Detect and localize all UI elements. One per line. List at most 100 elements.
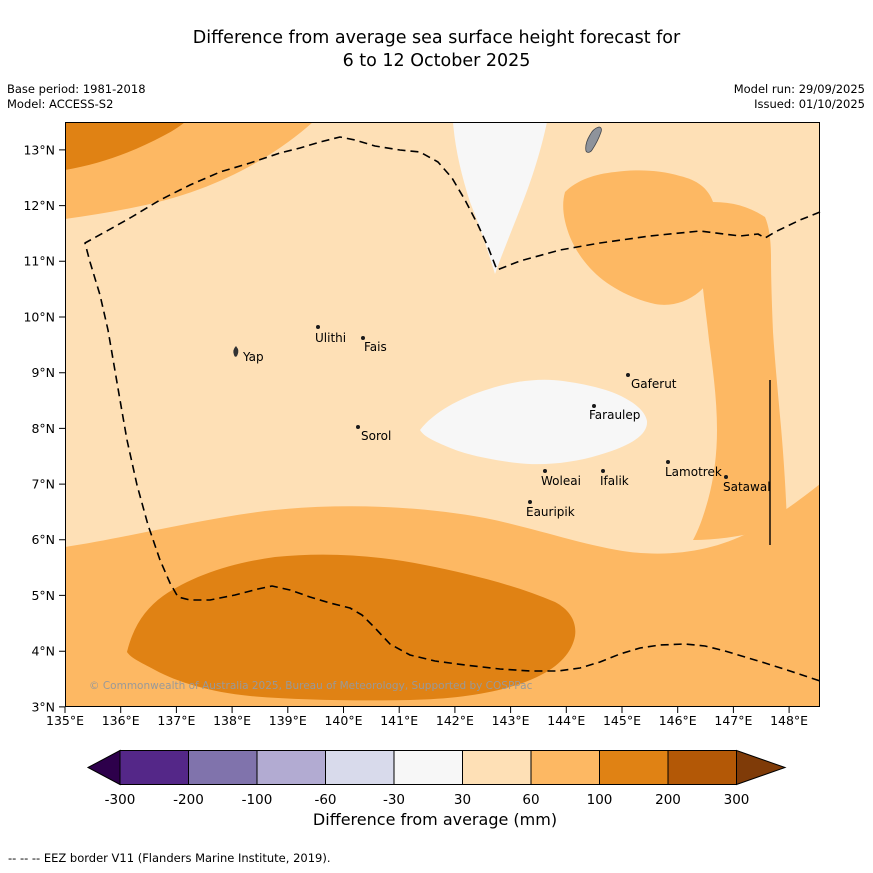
colorbar-segment <box>256 750 326 785</box>
guam-island <box>585 126 602 153</box>
colorbar-tick-label: -30 <box>383 792 405 808</box>
colorbar-segment <box>599 750 669 785</box>
y-tick-label: 11°N <box>23 254 55 269</box>
island-yap: Yap <box>233 346 264 364</box>
island-label: Ifalik <box>600 474 629 488</box>
colorbar-segment <box>119 750 189 785</box>
island-label: Fais <box>364 340 387 354</box>
model-label: Model: ACCESS-S2 <box>7 97 114 111</box>
y-tick-label: 13°N <box>23 142 55 157</box>
x-tick-label: 136°E <box>102 713 140 728</box>
colorbar-tick-label: -300 <box>105 792 136 808</box>
island-eauripik: Eauripik <box>526 500 575 519</box>
issued-label: Issued: 01/10/2025 <box>754 97 865 111</box>
base-period-label: Base period: 1981-2018 <box>7 82 146 96</box>
island-label: Yap <box>242 350 264 364</box>
colorbar-caption: Difference from average (mm) <box>312 810 558 829</box>
island-label: Woleai <box>541 474 581 488</box>
island-label: Satawal <box>723 480 771 494</box>
island-woleai: Woleai <box>541 469 581 488</box>
colorbar-tick-label: -60 <box>314 792 336 808</box>
y-tick-label: 10°N <box>23 309 55 324</box>
axes-frame <box>65 122 820 707</box>
colorbar-segment <box>530 750 600 785</box>
x-tick-label: 138°E <box>213 713 251 728</box>
island-marker <box>601 469 605 473</box>
island-label: Lamotrek <box>665 465 722 479</box>
island-label: Gaferut <box>631 377 677 391</box>
island-marker <box>356 425 360 429</box>
y-tick-label: 5°N <box>31 588 55 603</box>
island-marker <box>666 460 670 464</box>
colorbar-segment <box>188 750 258 785</box>
x-tick-label: 148°E <box>770 713 808 728</box>
y-tick-label: 6°N <box>31 532 55 547</box>
ssh-region-east-band-60-100 <box>693 202 787 540</box>
island-marker <box>543 469 547 473</box>
colorbar-tick-label: 100 <box>587 792 613 808</box>
island-marker <box>592 404 596 408</box>
island-marker <box>316 325 320 329</box>
colorbar-tick-label: -100 <box>242 792 273 808</box>
colorbar: -300 -200 -100 -60 -30 30 60 100 200 300 <box>86 749 787 808</box>
x-tick-label: 146°E <box>659 713 697 728</box>
x-tick-label: 141°E <box>380 713 418 728</box>
x-tick-label: 144°E <box>547 713 585 728</box>
y-tick-label: 8°N <box>31 421 55 436</box>
colorbar-segment <box>393 750 463 785</box>
ssh-region-south-core-100-200 <box>127 554 576 701</box>
x-tick-label: 142°E <box>436 713 474 728</box>
island-label: Ulithi <box>315 331 346 345</box>
copyright-note: © Commonwealth of Australia 2025, Bureau… <box>89 680 533 692</box>
island-marker <box>724 475 728 479</box>
island-fais: Fais <box>361 336 387 354</box>
ssh-region-north-white <box>453 122 547 274</box>
colorbar-tick-label: 200 <box>655 792 681 808</box>
title-line-1: Difference from average sea surface heig… <box>192 28 681 48</box>
x-tick-label: 139°E <box>269 713 307 728</box>
figure-title: Difference from average sea surface heig… <box>0 27 873 73</box>
colorbar-tick-label: 60 <box>522 792 539 808</box>
island-sorol: Sorol <box>356 425 391 443</box>
x-tick-label: 147°E <box>714 713 752 728</box>
x-tick-label: 137°E <box>157 713 195 728</box>
y-tick-marks <box>59 149 65 708</box>
map-canvas: © Commonwealth of Australia 2025, Bureau… <box>23 122 821 728</box>
colorbar-segment <box>462 750 532 785</box>
y-tick-label: 12°N <box>23 198 55 213</box>
colorbar-tick-label: 30 <box>454 792 471 808</box>
x-tick-label: 140°E <box>324 713 362 728</box>
island-label: Eauripik <box>526 505 575 519</box>
y-tick-label: 3°N <box>31 699 55 714</box>
ssh-region-northwest-100-200 <box>65 122 185 170</box>
island-marker <box>361 336 365 340</box>
island-ulithi: Ulithi <box>315 325 346 345</box>
x-tick-label: 145°E <box>603 713 641 728</box>
eez-footnote: -- -- -- EEZ border V11 (Flanders Marine… <box>8 851 331 865</box>
model-run-label: Model run: 29/09/2025 <box>733 82 865 96</box>
title-line-2: 6 to 12 October 2025 <box>342 51 531 71</box>
island-lamotrek: Lamotrek <box>665 460 722 479</box>
island-gaferut: Gaferut <box>626 373 677 391</box>
y-tick-label: 7°N <box>31 477 55 492</box>
colorbar-tick-label: 300 <box>724 792 750 808</box>
island-ifalik: Ifalik <box>600 469 629 488</box>
island-marker <box>626 373 630 377</box>
island-marker <box>528 500 532 504</box>
y-tick-label: 4°N <box>31 644 55 659</box>
island-faraulep: Faraulep <box>589 404 640 422</box>
island-marker <box>233 346 239 357</box>
colorbar-segment <box>325 750 395 785</box>
ssh-region-central-white <box>420 379 648 465</box>
x-tick-label: 143°E <box>492 713 530 728</box>
island-satawal: Satawal <box>723 475 771 494</box>
colorbar-segment <box>667 750 737 785</box>
colorbar-right-arrow <box>736 749 787 786</box>
x-tick-marks <box>64 707 790 713</box>
y-tick-label: 9°N <box>31 365 55 380</box>
island-label: Faraulep <box>589 408 640 422</box>
island-label: Sorol <box>361 429 391 443</box>
x-tick-label: 135°E <box>46 713 84 728</box>
colorbar-left-arrow <box>86 749 121 786</box>
